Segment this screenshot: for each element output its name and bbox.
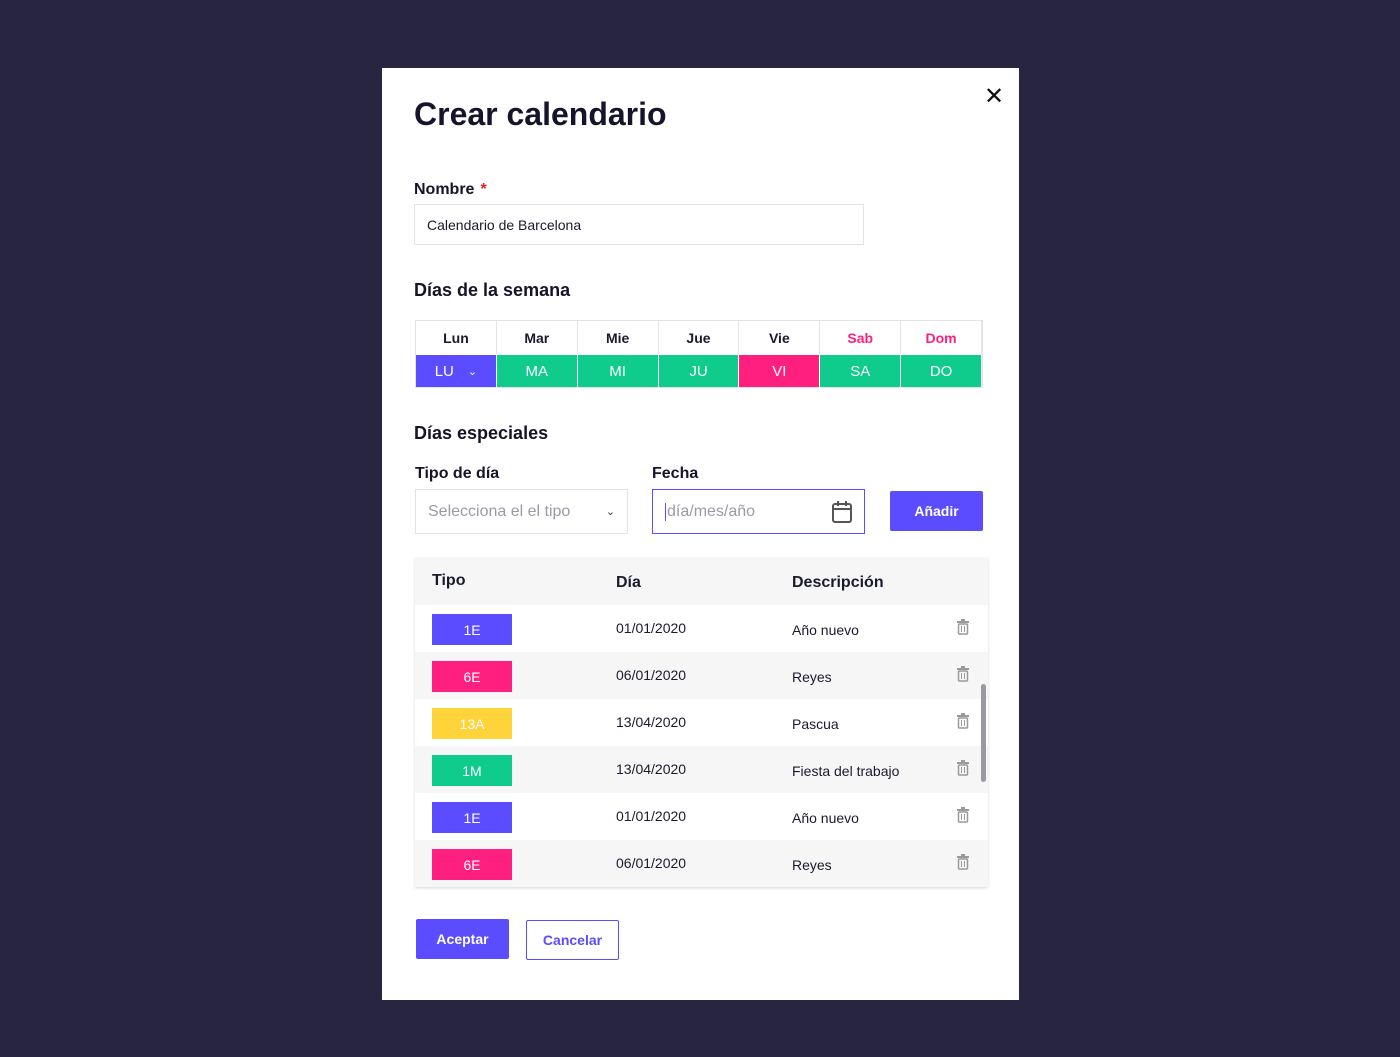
trash-icon[interactable] (956, 760, 970, 776)
week-grid: Lun Mar Mie Jue Vie Sab Dom LU ⌄ MA MI JU VI SA DO (415, 320, 983, 388)
modal-title: Crear calendario (414, 96, 667, 132)
create-calendar-modal: ✕ Crear calendario Nombre * Calendario de… (382, 68, 1019, 1000)
table-scrollbar[interactable] (981, 684, 986, 782)
day-code: LU (434, 362, 454, 380)
fecha-label: Fecha (652, 465, 699, 482)
tipo-select[interactable]: Selecciona el el tipo ⌄ (415, 489, 628, 534)
cancel-button[interactable]: Cancelar (526, 920, 619, 960)
day-code: VI (772, 362, 787, 380)
table-row: 6E 06/01/2020 Reyes (415, 840, 988, 887)
day-type-cell[interactable]: JU (658, 355, 740, 387)
required-marker: * (480, 181, 487, 198)
type-badge: 13A (432, 708, 512, 739)
day-header: Mie (578, 321, 659, 355)
trash-icon[interactable] (956, 807, 970, 823)
table-row: 1M 13/04/2020 Fiesta del trabajo (415, 746, 988, 793)
table-row: 1E 01/01/2020 Año nuevo (415, 793, 988, 840)
row-date: 13/04/2020 (616, 714, 687, 730)
row-description: Año nuevo (792, 622, 859, 638)
row-date: 06/01/2020 (616, 855, 687, 871)
nombre-input[interactable]: Calendario de Barcelona (414, 204, 864, 245)
row-date: 13/04/2020 (616, 761, 687, 777)
row-description: Reyes (792, 669, 832, 685)
close-icon[interactable]: ✕ (984, 83, 1005, 110)
type-badge: 1E (432, 802, 512, 833)
week-title: Días de la semana (414, 280, 571, 300)
day-header: Mar (497, 321, 578, 355)
special-title: Días especiales (414, 423, 549, 443)
row-description: Fiesta del trabajo (792, 763, 900, 779)
day-header: Dom (901, 321, 982, 355)
day-header: Jue (659, 321, 740, 355)
header-dia: Día (616, 574, 641, 591)
trash-icon[interactable] (956, 854, 970, 870)
fecha-input[interactable]: día/mes/año (652, 489, 865, 534)
day-type-cell[interactable]: MA (496, 355, 578, 387)
row-description: Reyes (792, 857, 832, 873)
day-header: Sab (820, 321, 902, 355)
day-type-cell[interactable]: DO (901, 355, 982, 387)
add-button[interactable]: Añadir (890, 491, 983, 531)
day-header: Vie (739, 321, 821, 355)
day-code: MI (609, 362, 626, 380)
accept-button[interactable]: Aceptar (416, 919, 509, 959)
chevron-down-icon: ⌄ (605, 506, 615, 518)
special-days-table: Tipo Día Descripción 1E 01/01/2020 Año n… (415, 558, 988, 887)
row-description: Pascua (792, 716, 839, 732)
type-badge: 1E (432, 614, 512, 645)
day-code: MA (525, 362, 549, 380)
day-code: JU (689, 362, 708, 380)
row-date: 06/01/2020 (616, 667, 687, 683)
row-description: Año nuevo (792, 810, 859, 826)
table-header: Tipo Día Descripción (415, 558, 988, 605)
header-descripcion: Descripción (792, 574, 884, 591)
nombre-label: Nombre * (414, 181, 487, 198)
row-date: 01/01/2020 (616, 620, 687, 636)
type-badge: 6E (432, 849, 512, 880)
trash-icon[interactable] (956, 666, 970, 682)
table-row: 1E 01/01/2020 Año nuevo (415, 605, 988, 652)
day-header: Lun (416, 321, 497, 355)
day-code: SA (850, 362, 871, 380)
type-badge: 1M (432, 755, 512, 786)
day-type-cell[interactable]: VI (739, 355, 821, 387)
day-type-cell[interactable]: SA (820, 355, 902, 387)
day-code: DO (929, 362, 953, 380)
calendar-icon[interactable] (832, 500, 852, 523)
table-row: 13A 13/04/2020 Pascua (415, 699, 988, 746)
header-tipo: Tipo (432, 572, 466, 589)
chevron-down-icon: ⌄ (467, 365, 478, 378)
type-badge: 6E (432, 661, 512, 692)
trash-icon[interactable] (956, 713, 970, 729)
day-type-cell[interactable]: LU ⌄ (416, 355, 497, 387)
row-date: 01/01/2020 (616, 808, 687, 824)
table-row: 6E 06/01/2020 Reyes (415, 652, 988, 699)
day-type-cell[interactable]: MI (577, 355, 659, 387)
tipo-label: Tipo de día (415, 465, 500, 482)
trash-icon[interactable] (956, 619, 970, 635)
